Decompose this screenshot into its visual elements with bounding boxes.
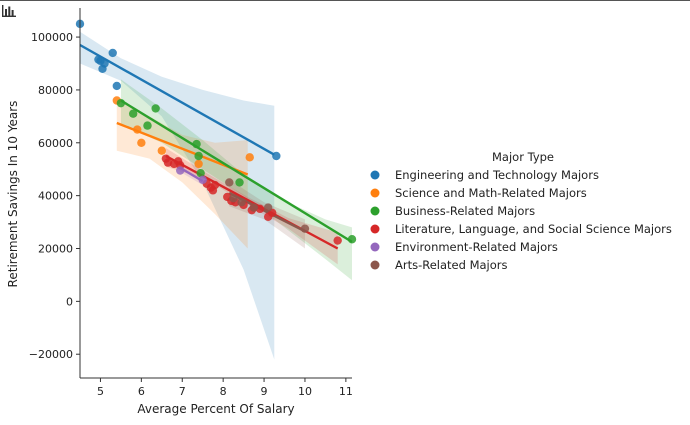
data-point-3-8 <box>210 180 220 190</box>
legend-label-5: Arts-Related Majors <box>395 258 508 272</box>
x-tick-label: 11 <box>339 385 353 398</box>
data-point-5-2 <box>237 198 246 207</box>
y-tick-label: 40000 <box>38 190 73 203</box>
legend-label-3: Literature, Language, and Social Science… <box>395 222 672 236</box>
confidence-bands <box>80 31 353 360</box>
axes: 5 6 7 8 9 10 11 −20000 0 20000 40000 60000 80000 1000… <box>29 8 353 398</box>
y-tick-label: 100000 <box>31 31 73 44</box>
x-tick-label: 9 <box>261 385 268 398</box>
legend-title: Major Type <box>492 150 554 164</box>
y-tick-label: 0 <box>66 295 73 308</box>
legend-marker-1 <box>370 188 380 198</box>
data-point-3-18 <box>333 236 342 245</box>
data-point-2-3 <box>151 104 160 113</box>
data-point-2-8 <box>347 235 357 244</box>
data-point-1-3 <box>157 146 167 155</box>
data-point-5-1 <box>229 194 238 203</box>
bar-chart-icon <box>2 5 16 17</box>
legend-label-0: Engineering and Technology Majors <box>395 168 599 182</box>
data-point-2-6 <box>196 168 205 178</box>
data-points <box>75 19 357 245</box>
data-point-5-4 <box>263 203 273 212</box>
data-point-0-5 <box>108 48 117 58</box>
data-point-2-1 <box>128 109 138 118</box>
data-point-2-7 <box>235 178 244 187</box>
regression-line-2 <box>120 99 353 243</box>
data-point-2-4 <box>192 139 201 149</box>
data-point-5-0 <box>225 178 234 187</box>
y-tick-label: 60000 <box>38 137 73 150</box>
legend: Major Type Engineering and Technology Ma… <box>370 150 672 272</box>
y-tick-label: 20000 <box>38 243 73 256</box>
x-tick-label: 7 <box>179 385 186 398</box>
top-border-line <box>0 0 690 1</box>
x-tick-label: 6 <box>138 385 145 398</box>
y-tick-label: 80000 <box>38 84 73 97</box>
data-point-1-1 <box>133 125 142 134</box>
data-point-1-4 <box>194 159 203 169</box>
data-point-0-6 <box>112 81 122 91</box>
x-tick-label: 8 <box>220 385 227 398</box>
legend-marker-3 <box>370 224 380 234</box>
y-tick-label: −20000 <box>29 348 73 361</box>
y-axis-label: Retirement Savings In 10 Years <box>6 101 20 288</box>
regression-line-0 <box>79 43 275 156</box>
data-point-1-2 <box>137 138 146 147</box>
data-point-0-7 <box>272 151 281 161</box>
regression-line-3 <box>165 154 339 250</box>
data-point-0-4 <box>100 59 109 68</box>
data-point-2-2 <box>143 121 152 130</box>
data-point-5-3 <box>249 203 259 212</box>
legend-marker-2 <box>370 206 380 216</box>
data-point-4-1 <box>198 175 207 184</box>
data-point-1-5 <box>245 153 254 162</box>
legend-label-1: Science and Math-Related Majors <box>395 186 587 200</box>
legend-label-2: Business-Related Majors <box>395 204 535 218</box>
data-point-5-5 <box>300 224 310 233</box>
legend-marker-5 <box>370 260 380 270</box>
x-axis-label: Average Percent Of Salary <box>137 402 294 416</box>
confidence-band-0 <box>80 31 275 360</box>
legend-marker-4 <box>370 242 380 252</box>
legend-marker-0 <box>370 170 380 180</box>
data-point-4-0 <box>176 166 185 175</box>
data-point-2-0 <box>116 98 126 108</box>
x-tick-label: 5 <box>97 385 104 398</box>
data-point-2-5 <box>194 151 203 161</box>
legend-label-4: Environment-Related Majors <box>395 240 558 254</box>
x-tick-label: 10 <box>298 385 312 398</box>
